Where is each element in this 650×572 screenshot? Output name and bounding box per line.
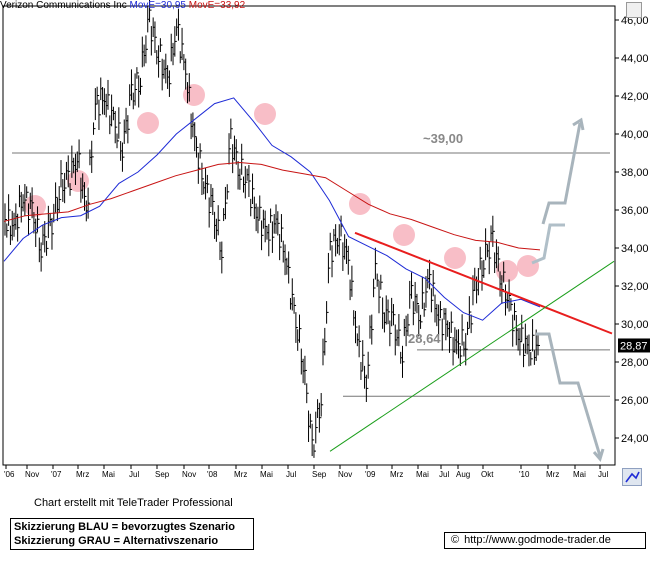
touch-circle — [444, 247, 466, 269]
x-tick-label: '07 — [51, 470, 62, 479]
ma-short-line — [3, 97, 541, 321]
x-tick-label: Mrz — [546, 470, 559, 479]
chart-title: Verizon Communications Inc MovE=30,95 Mo… — [0, 0, 245, 12]
y-tick-label: 32,00 — [621, 281, 649, 293]
gray-up-arrowhead — [572, 117, 585, 131]
x-tick-label: Nov — [25, 470, 39, 479]
y-tick-label: 26,00 — [621, 395, 649, 407]
y-tick-label: 24,00 — [621, 433, 649, 445]
y-tick-label: 42,00 — [621, 91, 649, 103]
y-tick-label: 30,00 — [621, 319, 649, 331]
x-tick-label: '06 — [4, 470, 15, 479]
touch-circle — [183, 84, 205, 106]
x-tick-label: Mai — [102, 470, 115, 479]
legend-blue-scenario: Skizzierung BLAU = bevorzugtes Szenario — [14, 521, 235, 533]
x-tick-label: Jul — [286, 470, 296, 479]
touch-circle — [137, 112, 159, 134]
ma-long-label: MovE=33,92 — [188, 0, 246, 11]
gray-down-arrowhead — [592, 448, 605, 463]
x-tick-label: Nov — [182, 470, 196, 479]
y-tick-label: 36,00 — [621, 205, 649, 217]
touch-circle — [393, 224, 415, 246]
x-tick-label: Mrz — [390, 470, 403, 479]
y-tick-label: 38,00 — [621, 167, 649, 179]
gray-up-arrow — [541, 122, 582, 225]
blue-scenario-arrow — [531, 223, 565, 265]
x-tick-label: '08 — [207, 470, 218, 479]
x-tick-label: Okt — [481, 470, 494, 479]
symbol-name: Verizon Communications Inc — [0, 0, 127, 11]
x-tick-label: Mrz — [76, 470, 89, 479]
x-tick-label: Jul — [129, 470, 139, 479]
chart-settings-icon[interactable] — [626, 2, 642, 18]
chart-area: 46,00 44,00 42,00 40,00 38,00 36,00 34,00 32,00… — [0, 0, 650, 486]
y-tick-label: 34,00 — [621, 243, 649, 255]
copyright-icon: © — [451, 534, 460, 546]
y-tick-label: 44,00 — [621, 53, 649, 65]
legend-gray-scenario: Skizzierung GRAU = Alternativszenario — [14, 535, 219, 547]
resistance-label: ~39,00 — [423, 131, 463, 146]
gray-down-arrow — [536, 332, 602, 457]
y-tick-label: 40,00 — [621, 129, 649, 141]
ma-short-label: MovE=30,95 — [129, 0, 186, 11]
x-tick-label: '09 — [365, 470, 376, 479]
support-label: 28,64 — [408, 331, 441, 346]
source-url[interactable]: http://www.godmode-trader.de — [464, 534, 611, 546]
x-tick-label: Jul — [439, 470, 449, 479]
scenario-legend: Skizzierung BLAU = bevorzugtes Szenario … — [10, 518, 254, 550]
chart-tool-icon[interactable] — [622, 468, 642, 486]
last-price-box — [618, 338, 650, 353]
uptrend-line — [329, 260, 615, 452]
x-tick-label: Mai — [260, 470, 273, 479]
price-chart: 46,00 44,00 42,00 40,00 38,00 36,00 34,00 32,00… — [2, 0, 650, 479]
ma-long-line — [3, 161, 541, 251]
touch-circle — [517, 255, 539, 277]
x-tick-label: Sep — [312, 470, 327, 479]
touch-circle — [496, 260, 518, 282]
x-tick-label: Aug — [456, 470, 470, 479]
y-tick-label: 46,00 — [621, 15, 649, 27]
downtrend-line — [354, 231, 613, 335]
x-tick-label: Mai — [573, 470, 586, 479]
x-tick-label: Jul — [598, 470, 608, 479]
x-tick-label: Sep — [155, 470, 170, 479]
last-price-label: 28,87 — [620, 340, 648, 352]
x-tick-label: Mrz — [234, 470, 247, 479]
y-tick-label: 28,00 — [621, 357, 649, 369]
x-tick-label: '10 — [519, 470, 530, 479]
source-link[interactable]: © http://www.godmode-trader.de — [444, 532, 646, 549]
chart-credit: Chart erstellt mit TeleTrader Profession… — [34, 497, 233, 509]
touch-circle — [254, 103, 276, 125]
x-tick-label: Mai — [416, 470, 429, 479]
touch-circle — [349, 193, 371, 215]
touch-circle — [24, 195, 46, 217]
x-tick-label: Nov — [338, 470, 352, 479]
